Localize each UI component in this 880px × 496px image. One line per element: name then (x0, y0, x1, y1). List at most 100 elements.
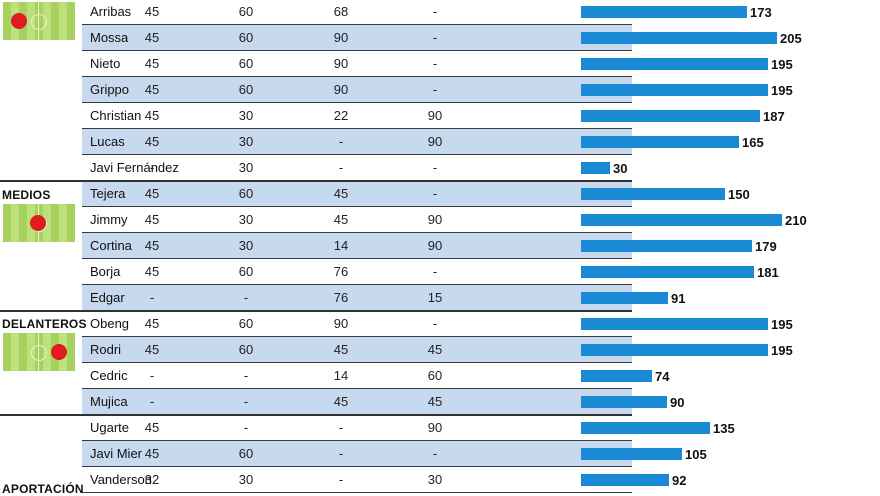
ball-icon (30, 215, 46, 231)
total-bar (581, 58, 768, 70)
minutes-cell: - (432, 316, 438, 331)
total-value: 74 (655, 369, 670, 384)
total-bar (581, 136, 739, 148)
row-divider (82, 388, 632, 389)
minutes-cell: 30 (427, 472, 443, 487)
minutes-cell: - (432, 56, 438, 71)
table-row: Jimmy 45 30 45 90 (82, 207, 632, 233)
minutes-cell: 68 (333, 4, 349, 19)
total-bar (581, 188, 725, 200)
minutes-cell: 60 (238, 446, 254, 461)
table-row: Borja 45 60 76 - (82, 259, 632, 285)
total-value: 195 (771, 57, 793, 72)
player-name: Christian (90, 108, 142, 123)
total-value: 181 (757, 265, 779, 280)
minutes-cell: - (338, 160, 344, 175)
minutes-cell: 30 (238, 472, 254, 487)
row-divider (82, 440, 632, 441)
minutes-cell: 90 (333, 82, 349, 97)
total-bar (581, 474, 669, 486)
row-divider (82, 258, 632, 259)
total-bar (581, 422, 710, 434)
total-value: 165 (742, 135, 764, 150)
table-row: Cortina 45 30 14 90 (82, 233, 632, 259)
minutes-cell: 14 (333, 238, 349, 253)
minutes-cell: 45 (144, 4, 160, 19)
total-bar (581, 32, 777, 44)
minutes-cell: - (338, 472, 344, 487)
table-row: Cedric - - 14 60 (82, 363, 632, 389)
total-bar (581, 396, 667, 408)
player-name: Obeng (90, 316, 130, 331)
player-name: Mossa (90, 30, 129, 45)
minutes-cell: 45 (144, 316, 160, 331)
minutes-cell: 45 (333, 186, 349, 201)
minutes-cell: 90 (333, 316, 349, 331)
minutes-cell: 30 (238, 134, 254, 149)
minutes-cell: 90 (333, 30, 349, 45)
total-value: 90 (670, 395, 685, 410)
minutes-cell: 30 (238, 212, 254, 227)
minutes-cell: 45 (333, 342, 349, 357)
row-divider (82, 102, 632, 103)
minutes-cell: 30 (238, 238, 254, 253)
player-name: Javi Fernández (90, 160, 179, 175)
minutes-cell: 90 (427, 108, 443, 123)
table-row: Arribas 45 60 68 - (82, 0, 632, 25)
minutes-cell: - (243, 420, 249, 435)
minutes-cell: 45 (144, 134, 160, 149)
row-divider (82, 466, 632, 467)
minutes-cell: 45 (333, 394, 349, 409)
total-value: 210 (785, 213, 807, 228)
minutes-cell: 45 (427, 394, 443, 409)
ball-icon (11, 13, 27, 29)
total-value: 91 (671, 291, 686, 306)
minutes-cell: - (432, 30, 438, 45)
total-bar (581, 318, 768, 330)
minutes-cell: 60 (427, 368, 443, 383)
minutes-cell: 45 (144, 108, 160, 123)
total-bar (581, 110, 760, 122)
minutes-cell: 90 (427, 134, 443, 149)
player-name: Nieto (90, 56, 121, 71)
minutes-cell: - (149, 160, 155, 175)
minutes-cell: 45 (144, 264, 160, 279)
table-row: Mossa 45 60 90 - (82, 25, 632, 51)
table-row: Nieto 45 60 90 - (82, 51, 632, 77)
table-row: Edgar - - 76 15 (82, 285, 632, 311)
section-divider (0, 180, 160, 182)
field-icon-forwards (3, 333, 75, 371)
group-label-medios: MEDIOS (2, 188, 51, 202)
minutes-cell: 45 (144, 420, 160, 435)
table-row: Javi Fernández -30- - (82, 155, 632, 181)
minutes-cell: 45 (144, 56, 160, 71)
minutes-cell: 90 (333, 56, 349, 71)
player-name: Ugarte (90, 420, 130, 435)
minutes-cell: - (243, 394, 249, 409)
minutes-cell: 60 (238, 4, 254, 19)
minutes-cell: 45 (333, 212, 349, 227)
row-divider (82, 128, 632, 129)
minutes-cell: 45 (427, 342, 443, 357)
table-row: Rodri 45 60 45 45 (82, 337, 632, 363)
total-value: 173 (750, 5, 772, 20)
minutes-cell: - (432, 4, 438, 19)
section-divider (0, 414, 160, 416)
table-row: Vanderson 32 30 - 30 (82, 467, 632, 493)
section-divider (160, 180, 632, 182)
minutes-cell: 30 (238, 108, 254, 123)
total-value: 195 (771, 343, 793, 358)
row-divider (82, 50, 632, 51)
table-row: Mujica - - 45 45 (82, 389, 632, 415)
minutes-cell: 60 (238, 186, 254, 201)
total-bar (581, 448, 682, 460)
minutes-cell: 45 (144, 238, 160, 253)
total-bar (581, 292, 668, 304)
minutes-cell: - (432, 82, 438, 97)
player-name: Jimmy (90, 212, 128, 227)
total-value: 195 (771, 317, 793, 332)
total-value: 187 (763, 109, 785, 124)
minutes-cell: 45 (144, 30, 160, 45)
minutes-cell: - (432, 186, 438, 201)
player-name: Cortina (90, 238, 132, 253)
